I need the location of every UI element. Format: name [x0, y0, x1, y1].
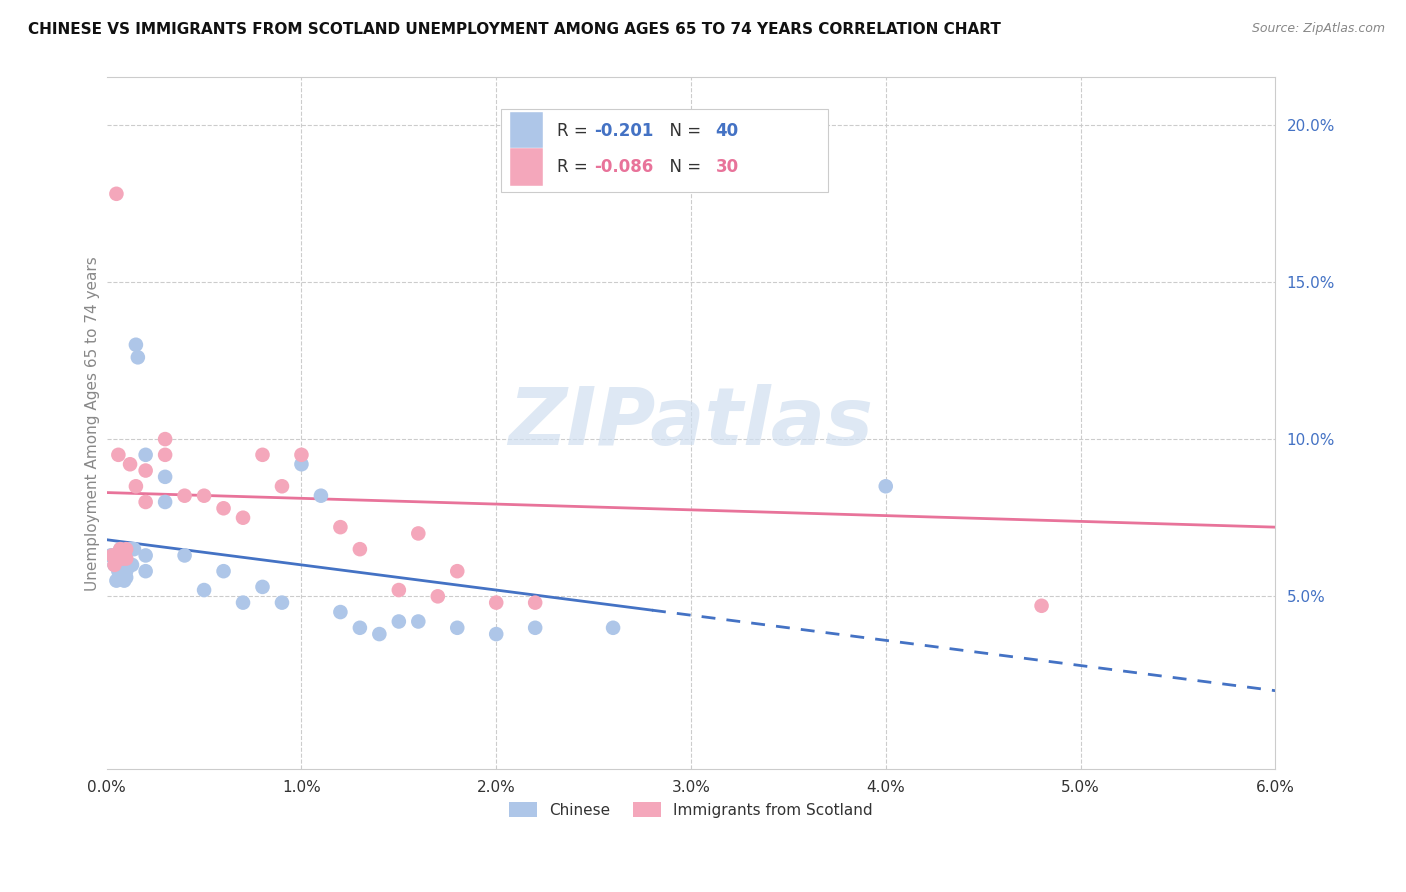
- Point: [153, 448, 176, 462]
- Point: [121, 558, 143, 572]
- Point: [193, 582, 215, 597]
- Point: [408, 526, 430, 541]
- Text: 40: 40: [716, 121, 738, 140]
- Point: [110, 542, 132, 557]
- Point: [485, 627, 508, 641]
- Point: [127, 351, 149, 365]
- Point: [115, 570, 138, 584]
- Text: CHINESE VS IMMIGRANTS FROM SCOTLAND UNEMPLOYMENT AMONG AGES 65 TO 74 YEARS CORRE: CHINESE VS IMMIGRANTS FROM SCOTLAND UNEM…: [28, 22, 1001, 37]
- Point: [135, 495, 157, 509]
- Point: [112, 574, 135, 588]
- Point: [122, 542, 145, 557]
- Point: [110, 542, 132, 557]
- Point: [125, 337, 148, 351]
- Point: [388, 615, 411, 629]
- Text: ZIPatlas: ZIPatlas: [509, 384, 873, 462]
- Point: [252, 580, 274, 594]
- Point: [173, 549, 195, 563]
- Point: [212, 501, 235, 516]
- Point: [105, 186, 128, 201]
- Y-axis label: Unemployment Among Ages 65 to 74 years: Unemployment Among Ages 65 to 74 years: [86, 256, 100, 591]
- Point: [125, 479, 148, 493]
- Point: [349, 542, 371, 557]
- Point: [329, 520, 352, 534]
- Point: [446, 564, 468, 578]
- Point: [485, 596, 508, 610]
- Point: [153, 432, 176, 446]
- Point: [524, 596, 547, 610]
- Text: -0.201: -0.201: [593, 121, 654, 140]
- Text: R =: R =: [557, 159, 592, 177]
- Legend: Chinese, Immigrants from Scotland: Chinese, Immigrants from Scotland: [503, 796, 879, 824]
- Point: [309, 489, 332, 503]
- Point: [349, 621, 371, 635]
- Point: [524, 621, 547, 635]
- Point: [105, 558, 128, 572]
- FancyBboxPatch shape: [510, 148, 543, 186]
- Point: [103, 558, 125, 572]
- Point: [1031, 599, 1053, 613]
- Point: [329, 605, 352, 619]
- Point: [135, 549, 157, 563]
- Point: [232, 510, 254, 524]
- Point: [103, 558, 125, 572]
- Point: [290, 448, 312, 462]
- Point: [388, 582, 411, 597]
- Point: [135, 464, 157, 478]
- Point: [446, 621, 468, 635]
- Point: [120, 457, 142, 471]
- Point: [107, 564, 129, 578]
- Point: [173, 489, 195, 503]
- Text: Source: ZipAtlas.com: Source: ZipAtlas.com: [1251, 22, 1385, 36]
- Point: [111, 551, 134, 566]
- FancyBboxPatch shape: [501, 109, 828, 192]
- Point: [252, 448, 274, 462]
- Point: [212, 564, 235, 578]
- Text: R =: R =: [557, 121, 592, 140]
- Point: [153, 470, 176, 484]
- Point: [368, 627, 391, 641]
- Point: [875, 479, 897, 493]
- Point: [232, 596, 254, 610]
- FancyBboxPatch shape: [510, 112, 543, 150]
- Point: [426, 590, 449, 604]
- Point: [115, 542, 138, 557]
- Point: [107, 448, 129, 462]
- Point: [111, 564, 134, 578]
- Point: [120, 542, 142, 557]
- Point: [101, 549, 124, 563]
- Point: [193, 489, 215, 503]
- Point: [100, 549, 122, 563]
- Point: [115, 558, 138, 572]
- Point: [105, 574, 128, 588]
- Text: N =: N =: [659, 121, 707, 140]
- Point: [602, 621, 624, 635]
- Point: [271, 479, 294, 493]
- Point: [115, 564, 138, 578]
- Point: [290, 457, 312, 471]
- Text: -0.086: -0.086: [593, 159, 654, 177]
- Point: [115, 551, 138, 566]
- Point: [271, 596, 294, 610]
- Point: [153, 495, 176, 509]
- Point: [135, 448, 157, 462]
- Point: [408, 615, 430, 629]
- Text: 30: 30: [716, 159, 738, 177]
- Point: [135, 564, 157, 578]
- Text: N =: N =: [659, 159, 707, 177]
- Point: [101, 549, 124, 563]
